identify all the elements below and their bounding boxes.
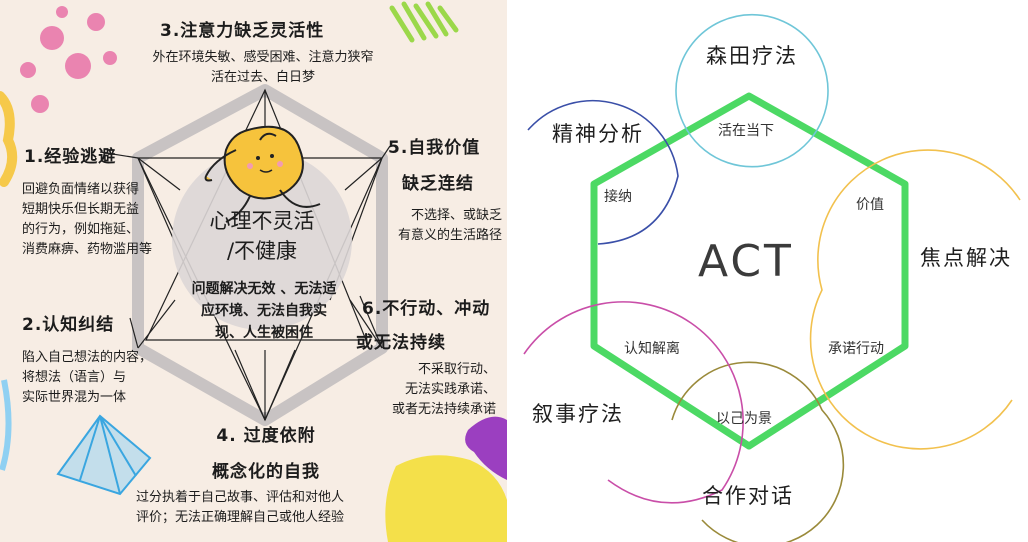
therapy-morita: 森田疗法 [706, 44, 798, 68]
collaborative-dialogue-arc [671, 361, 845, 542]
vertex-present-moment: 活在当下 [718, 123, 774, 139]
yellow-left-stroke [0, 91, 18, 187]
item-1-body-line-4: 消费麻痹、药物滥用等 [22, 242, 153, 257]
act-hexaflex-panel: ACT 活在当下 价值 承诺行动 以己为景 认知解离 接纳 森田疗法 焦点解决 … [512, 0, 1028, 542]
center-desc-line-3: 现、人生被困住 [215, 325, 313, 341]
decorative-splashes [0, 1, 507, 542]
item-4-body-line-1: 过分执着于自己故事、评估和对他人 [136, 490, 345, 505]
therapy-solution-focused: 焦点解决 [920, 246, 1012, 270]
item-5-heading: 5.自我价值 缺乏连结 [388, 130, 480, 202]
act-hexagon [590, 92, 909, 450]
item-3-body-line-2: 活在过去、白日梦 [210, 70, 315, 85]
therapy-narrative: 叙事疗法 [532, 402, 624, 426]
item-3-body-line-1: 外在环境失敏、感受困难、注意力狭窄 [152, 50, 374, 65]
connector-lines [99, 145, 391, 420]
item-2-body-line-1: 陷入自己想法的内容， [22, 350, 153, 365]
item-2-body-line-3: 实际世界混为一体 [22, 390, 127, 405]
therapy-psychoanalysis: 精神分析 [552, 122, 644, 146]
item-6-body-line-3: 或者无法持续承诺 [391, 402, 496, 417]
blue-left-stroke [0, 379, 12, 471]
yellow-scribble-bottom [385, 455, 507, 542]
item-5-body-line-2: 有意义的生活路径 [397, 228, 502, 243]
item-4-heading-line-1: 4. 过度依附 [216, 426, 316, 446]
item-6-heading-line-2: 或无法持续 [356, 333, 446, 353]
act-diagram [523, 13, 1021, 542]
center-grey-circle [172, 150, 352, 330]
psychological-inflexibility-panel: 心理不灵活 /不健康 问题解决无效 、无法适 应环境、无法自我实 现、人生被困住… [0, 0, 507, 542]
item-1-body-line-2: 短期快乐但长期无益 [22, 202, 140, 217]
item-6-heading-line-1: 6.不行动、冲动 [362, 299, 491, 319]
item-3-heading: 3.注意力缺乏灵活性 [160, 21, 325, 41]
item-1-body-line-3: 的行为，例如拖延、 [22, 222, 140, 237]
item-4-heading-line-2: 概念化的自我 [212, 462, 320, 482]
item-1-body-line-1: 回避负面情绪以获得 [22, 182, 140, 197]
item-1-body: 回避负面情绪以获得 短期快乐但长期无益 的行为，例如拖延、 消费麻痹、药物滥用等 [22, 180, 152, 260]
item-4-heading: 4. 过度依附 概念化的自我 [196, 418, 336, 490]
blue-pyramid [56, 414, 152, 496]
vertex-committed-action: 承诺行动 [828, 341, 884, 357]
item-2-body: 陷入自己想法的内容， 将想法（语言）与 实际世界混为一体 [22, 348, 152, 408]
pink-dots [20, 6, 117, 113]
center-title: 心理不灵活 /不健康 [192, 206, 332, 266]
center-desc-line-1: 问题解决无效 、无法适 [191, 281, 337, 297]
item-6-body: 不采取行动、 无法实践承诺、 或者无法持续承诺 [370, 360, 496, 420]
center-desc-line-2: 应环境、无法自我实 [201, 303, 327, 319]
psychoanalysis-arc [527, 99, 679, 245]
item-1-heading: 1.经验逃避 [24, 147, 117, 167]
item-6-heading: 6.不行动、冲动 或无法持续 [356, 292, 490, 360]
vertex-defusion: 认知解离 [624, 341, 680, 357]
vertex-acceptance: 接纳 [604, 189, 632, 205]
morita-therapy-arc [675, 13, 829, 168]
item-6-body-line-2: 无法实践承诺、 [404, 382, 496, 397]
center-description: 问题解决无效 、无法适 应环境、无法自我实 现、人生被困住 [174, 278, 354, 344]
item-3-body: 外在环境失敏、感受困难、注意力狭窄 活在过去、白日梦 [118, 48, 408, 88]
vertex-values: 价值 [856, 197, 884, 213]
item-5-heading-line-2: 缺乏连结 [402, 174, 474, 194]
item-2-heading: 2.认知纠结 [22, 315, 115, 335]
panel-divider [507, 0, 512, 542]
cartoon-character-icon [204, 125, 321, 223]
item-4-body-line-2: 评价；无法正确理解自己或他人经验 [136, 510, 345, 525]
green-scribble [389, 1, 459, 43]
item-5-heading-line-1: 5.自我价值 [388, 138, 481, 158]
item-5-body-line-1: 不选择、或缺乏 [410, 208, 502, 223]
item-6-body-line-1: 不采取行动、 [417, 362, 496, 377]
diagram-lines [99, 84, 391, 426]
item-4-body: 过分执着于自己故事、评估和对他人 评价；无法正确理解自己或他人经验 [136, 488, 344, 528]
vertex-self-as-context: 以己为景 [716, 411, 772, 427]
narrative-therapy-arc [523, 301, 744, 504]
purple-splash [465, 416, 507, 480]
solution-focused-arc [809, 149, 1021, 450]
item-5-body: 不选择、或缺乏 有意义的生活路径 [378, 206, 502, 246]
center-title-line-1: 心理不灵活 [209, 209, 315, 233]
act-center-label: ACT [698, 236, 794, 287]
center-title-line-2: /不健康 [226, 239, 298, 263]
therapy-collaborative-dialogue: 合作对话 [702, 484, 794, 508]
item-2-body-line-2: 将想法（语言）与 [22, 370, 127, 385]
